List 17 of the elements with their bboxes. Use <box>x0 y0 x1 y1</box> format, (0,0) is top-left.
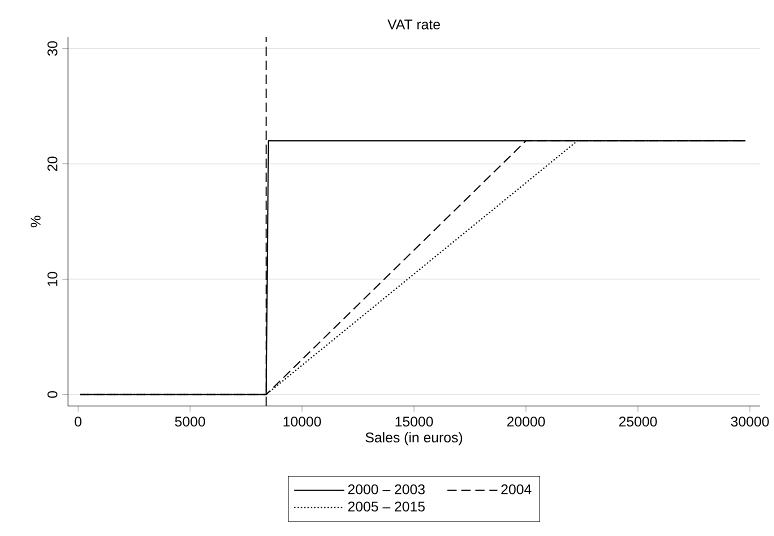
legend-label: 2005 – 2015 <box>348 502 425 512</box>
chart-title: VAT rate <box>387 20 440 30</box>
legend-label: 2000 – 2003 <box>348 484 425 494</box>
x-tick-label: 20000 <box>507 416 545 427</box>
legend-label: 2004 <box>501 484 532 494</box>
x-tick-label: 10000 <box>284 416 321 427</box>
x-axis-title: Sales (in euros) <box>366 432 462 446</box>
y-tick-label: 20 <box>47 156 58 171</box>
x-tick-label: 25000 <box>619 416 657 427</box>
x-tick-label: 0 <box>74 416 82 427</box>
x-tick-label: 15000 <box>396 416 433 427</box>
y-tick-label: 10 <box>47 272 58 286</box>
y-tick-label: 0 <box>47 391 58 398</box>
y-axis-title: % <box>30 216 41 228</box>
x-tick-label: 30000 <box>730 416 769 427</box>
x-tick-label: 5000 <box>175 416 206 427</box>
y-tick-label: 30 <box>47 41 58 56</box>
